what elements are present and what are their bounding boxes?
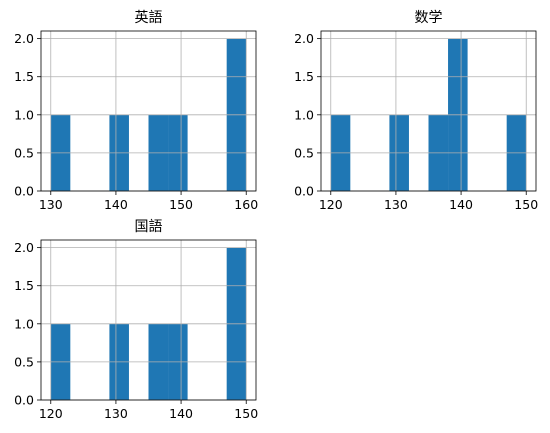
x-tick-label: 150 bbox=[514, 197, 538, 212]
axes-frame bbox=[40, 30, 257, 192]
y-tick-label: 2.0 bbox=[14, 240, 34, 255]
y-tick-label: 0.0 bbox=[14, 184, 34, 199]
histogram-panel-japanese: 120 130 140 150 0.0 0.5 1.0 1.5 2.0 国語 bbox=[14, 219, 258, 421]
x-tick-label: 160 bbox=[234, 197, 258, 212]
histogram-panel-math: 120 130 140 150 0.0 0.5 1.0 1.5 2.0 数学 bbox=[294, 10, 538, 212]
x-tick-label: 120 bbox=[319, 197, 343, 212]
y-tick-label: 1.5 bbox=[14, 278, 34, 293]
y-tick-label: 0.0 bbox=[294, 184, 314, 199]
y-tick-label: 1.0 bbox=[294, 107, 314, 122]
axes-frame bbox=[40, 239, 257, 401]
x-tick-label: 140 bbox=[449, 197, 473, 212]
y-tick-label: 2.0 bbox=[14, 31, 34, 46]
panel-title: 数学 bbox=[415, 10, 443, 26]
axes-frame bbox=[320, 30, 537, 192]
x-tick-label: 140 bbox=[169, 406, 193, 421]
x-tick-label: 120 bbox=[39, 406, 63, 421]
x-tick-label: 150 bbox=[169, 197, 193, 212]
panel-title: 国語 bbox=[135, 219, 163, 235]
y-tick-label: 0.5 bbox=[14, 145, 34, 160]
x-tick-label: 130 bbox=[104, 406, 128, 421]
y-tick-label: 2.0 bbox=[294, 31, 314, 46]
y-tick-label: 0.5 bbox=[294, 145, 314, 160]
y-tick-label: 1.0 bbox=[14, 107, 34, 122]
y-tick-label: 0.5 bbox=[14, 354, 34, 369]
y-tick-label: 1.0 bbox=[14, 316, 34, 331]
x-tick-label: 130 bbox=[384, 197, 408, 212]
x-tick-label: 140 bbox=[104, 197, 128, 212]
x-tick-label: 150 bbox=[234, 406, 258, 421]
y-tick-label: 1.5 bbox=[294, 69, 314, 84]
y-tick-label: 1.5 bbox=[14, 69, 34, 84]
x-tick-label: 130 bbox=[39, 197, 63, 212]
histogram-panel-english: 130 140 150 160 0.0 0.5 1.0 1.5 2.0 英語 bbox=[14, 9, 258, 212]
panel-title: 英語 bbox=[135, 9, 163, 26]
y-tick-label: 0.0 bbox=[14, 393, 34, 408]
